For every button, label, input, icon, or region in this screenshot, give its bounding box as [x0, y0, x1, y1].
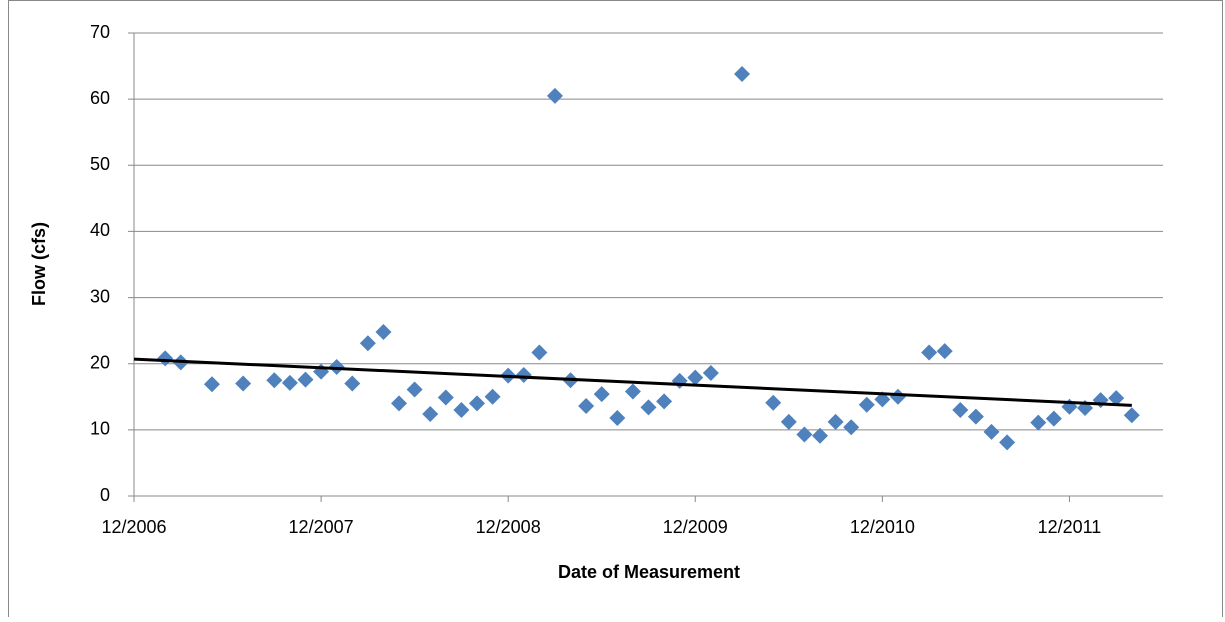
y-tick-label: 10 [90, 419, 110, 439]
data-point [1030, 414, 1047, 431]
y-tick-label: 40 [90, 220, 110, 240]
data-point [858, 396, 875, 413]
data-point [687, 369, 704, 386]
data-point [952, 402, 969, 419]
data-point [375, 323, 392, 340]
x-tick-label: 12/2006 [101, 517, 166, 537]
x-tick-label: 12/2009 [663, 517, 728, 537]
data-point [843, 419, 860, 436]
data-point [1045, 410, 1062, 427]
data-point [406, 381, 423, 398]
data-point [624, 383, 641, 400]
data-point [734, 66, 751, 83]
data-point [546, 87, 563, 104]
data-point [640, 399, 657, 416]
data-point [999, 434, 1016, 451]
data-point [702, 364, 719, 381]
y-tick-label: 30 [90, 286, 110, 306]
data-point [359, 335, 376, 352]
data-point [453, 402, 470, 419]
y-axis-title: Flow (cfs) [29, 222, 49, 306]
data-point [157, 350, 174, 367]
chart-border [8, 0, 1223, 622]
data-point [967, 408, 984, 425]
data-point [765, 394, 782, 411]
y-tick-label: 0 [100, 485, 110, 505]
y-tick-label: 70 [90, 22, 110, 42]
data-point [235, 375, 252, 392]
trendline [133, 357, 1132, 407]
data-point [609, 409, 626, 426]
data-point [812, 427, 828, 444]
data-point [484, 388, 501, 405]
data-point [266, 372, 283, 389]
data-point [889, 388, 906, 405]
x-tick-label: 12/2008 [476, 517, 541, 537]
data-point [921, 344, 938, 361]
data-point [936, 343, 953, 360]
data-point [531, 344, 548, 361]
y-tick-label: 50 [90, 154, 110, 174]
data-point [578, 398, 595, 415]
data-point [437, 389, 454, 406]
x-tick-label: 12/2007 [289, 517, 354, 537]
data-point [281, 374, 298, 391]
data-point [391, 395, 408, 412]
x-tick-label: 12/2010 [850, 517, 915, 537]
data-point [780, 413, 797, 430]
data-point [827, 413, 844, 430]
y-tick-label: 60 [90, 88, 110, 108]
data-point [1108, 390, 1125, 407]
data-point [593, 386, 610, 403]
data-point [297, 371, 314, 388]
data-point [1123, 407, 1140, 424]
data-point [422, 405, 439, 422]
y-tick-label: 20 [90, 352, 110, 372]
data-point [203, 376, 220, 393]
data-point [656, 393, 673, 410]
data-point [344, 375, 361, 392]
data-point [469, 395, 485, 412]
x-tick-label: 12/2011 [1038, 517, 1102, 537]
data-point [671, 372, 688, 389]
data-point [983, 423, 1000, 440]
data-point [796, 426, 813, 443]
data-point [515, 366, 532, 383]
x-axis-title: Date of Measurement [558, 562, 740, 582]
